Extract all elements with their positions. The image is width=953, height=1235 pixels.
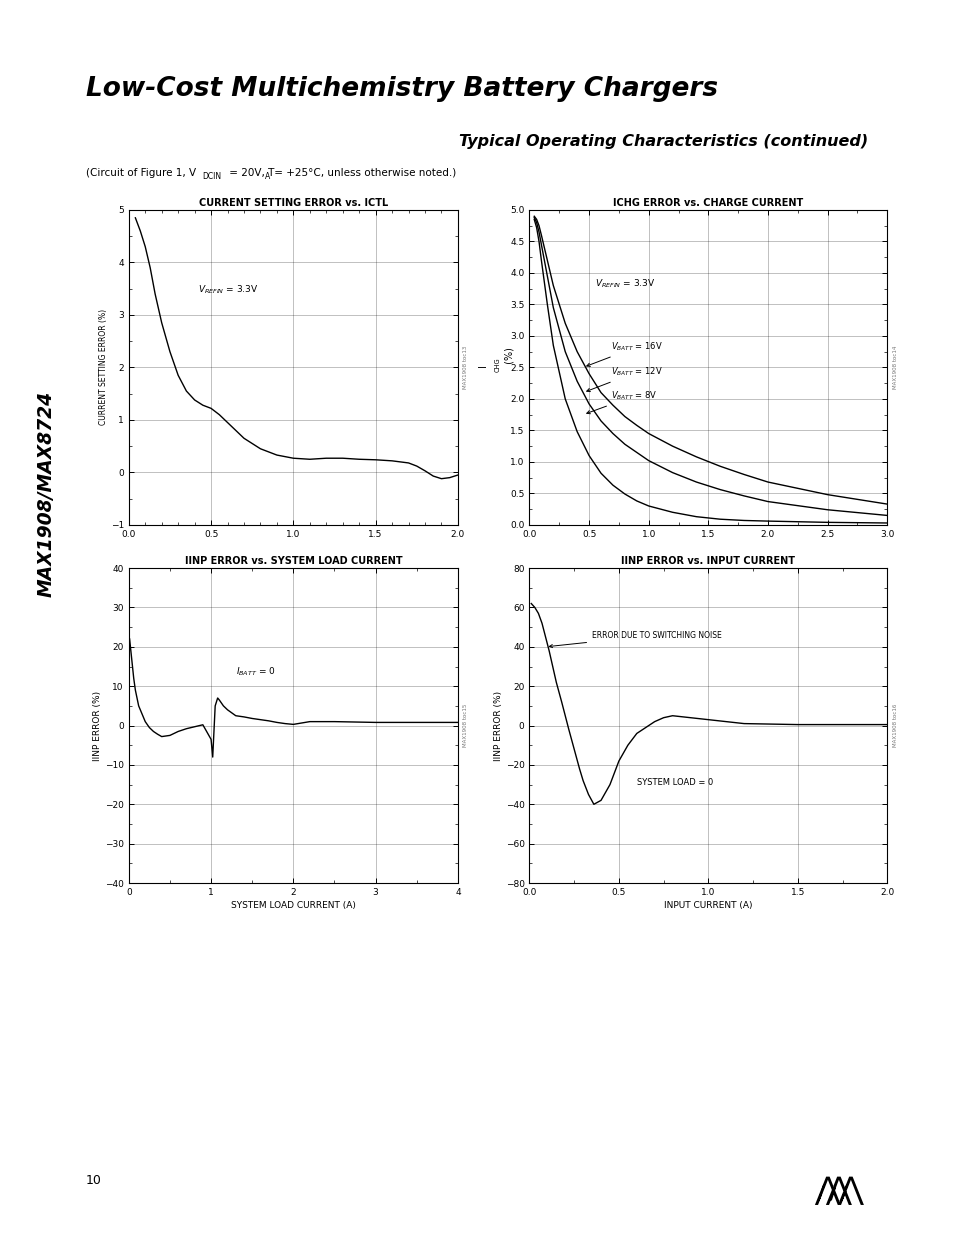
Text: ERROR DUE TO SWITCHING NOISE: ERROR DUE TO SWITCHING NOISE [549, 631, 721, 647]
Text: A: A [265, 172, 271, 180]
Text: (%): (%) [504, 347, 515, 368]
Text: MAX1908 toc14: MAX1908 toc14 [892, 346, 897, 389]
Text: I: I [704, 574, 707, 584]
Text: (A): (A) [724, 574, 742, 584]
X-axis label: INPUT CURRENT (A): INPUT CURRENT (A) [663, 902, 752, 910]
Text: (V): (V) [308, 574, 325, 584]
Text: MAX1908 toc16: MAX1908 toc16 [892, 704, 897, 747]
Text: V: V [287, 574, 293, 584]
Text: (Circuit of Figure 1, V: (Circuit of Figure 1, V [86, 168, 195, 178]
Text: $\mathsf{/\!\!\!\bigwedge\!\!\!/\!\!\!\bigwedge\!\!\!/\!\!\!\bigwedge}$: $\mathsf{/\!\!\!\bigwedge\!\!\!/\!\!\!\b… [813, 1174, 864, 1207]
Text: MAX1908 toc13: MAX1908 toc13 [462, 346, 467, 389]
Text: $V_{BATT}$ = 8V: $V_{BATT}$ = 8V [586, 390, 657, 414]
Text: MAX1908/MAX8724: MAX1908/MAX8724 [36, 391, 55, 597]
Text: $I_{BATT}$ = 0: $I_{BATT}$ = 0 [235, 666, 275, 678]
Y-axis label: IINP ERROR (%): IINP ERROR (%) [93, 690, 102, 761]
X-axis label: SYSTEM LOAD CURRENT (A): SYSTEM LOAD CURRENT (A) [231, 902, 355, 910]
Text: I: I [477, 364, 487, 368]
Text: = +25°C, unless otherwise noted.): = +25°C, unless otherwise noted.) [271, 168, 456, 178]
Text: CHG: CHG [494, 357, 499, 372]
Text: $V_{REFIN}$ = 3.3V: $V_{REFIN}$ = 3.3V [595, 278, 655, 290]
Text: = 20V, T: = 20V, T [226, 168, 274, 178]
Text: BATT: BATT [708, 578, 725, 584]
Title: IINP ERROR vs. INPUT CURRENT: IINP ERROR vs. INPUT CURRENT [620, 556, 795, 566]
Text: ICTL: ICTL [294, 578, 309, 584]
Text: SYSTEM LOAD = 0: SYSTEM LOAD = 0 [637, 778, 712, 787]
Y-axis label: IINP ERROR (%): IINP ERROR (%) [494, 690, 502, 761]
Title: CURRENT SETTING ERROR vs. ICTL: CURRENT SETTING ERROR vs. ICTL [198, 198, 388, 207]
Text: $V_{REFIN}$ = 3.3V: $V_{REFIN}$ = 3.3V [197, 284, 258, 296]
Text: Low-Cost Multichemistry Battery Chargers: Low-Cost Multichemistry Battery Chargers [86, 77, 718, 103]
Y-axis label: CURRENT SETTING ERROR (%): CURRENT SETTING ERROR (%) [99, 309, 108, 426]
Text: $V_{BATT}$ = 16V: $V_{BATT}$ = 16V [586, 341, 661, 367]
Text: Typical Operating Characteristics (continued): Typical Operating Characteristics (conti… [458, 133, 867, 148]
Title: IINP ERROR vs. SYSTEM LOAD CURRENT: IINP ERROR vs. SYSTEM LOAD CURRENT [184, 556, 402, 566]
Text: DCIN: DCIN [202, 172, 221, 180]
Text: MAX1908 toc15: MAX1908 toc15 [462, 704, 467, 747]
Text: 10: 10 [86, 1174, 102, 1187]
Title: ICHG ERROR vs. CHARGE CURRENT: ICHG ERROR vs. CHARGE CURRENT [613, 198, 802, 207]
Text: $V_{BATT}$ = 12V: $V_{BATT}$ = 12V [586, 366, 661, 391]
